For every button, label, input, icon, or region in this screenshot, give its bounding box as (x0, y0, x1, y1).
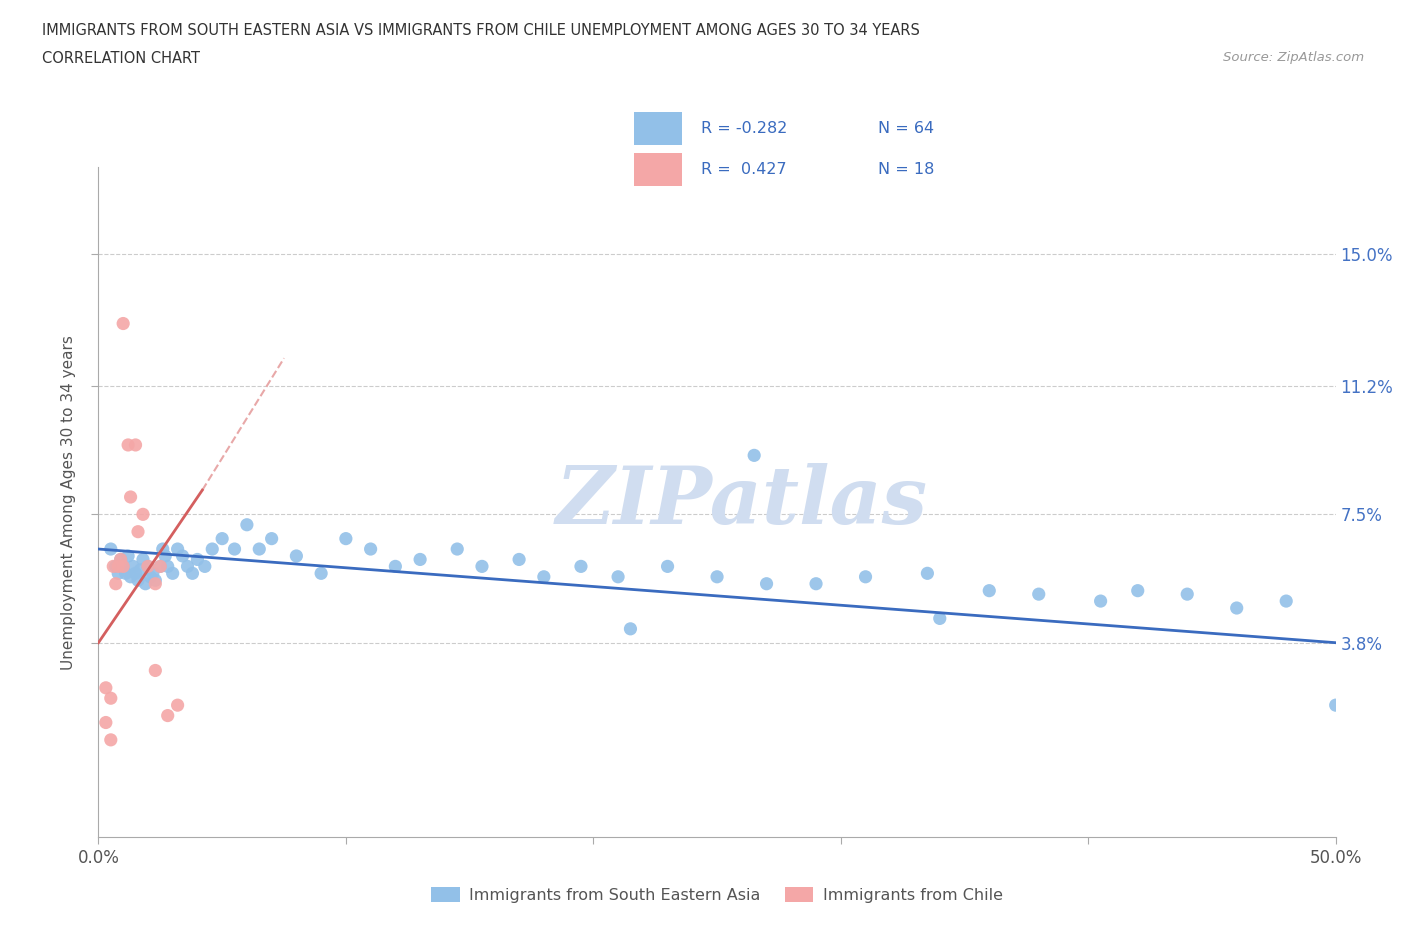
Point (657, 559, 679, 574)
Point (928, 611, 950, 626)
Text: Source: ZipAtlas.com: Source: ZipAtlas.com (1223, 51, 1364, 64)
Point (94, 715, 117, 730)
Point (112, 559, 135, 574)
Point (285, 549, 308, 564)
Point (569, 559, 592, 574)
Text: R =  0.427: R = 0.427 (702, 162, 787, 177)
Point (112, 559, 135, 574)
Point (1226, 601, 1249, 616)
Point (114, 565, 136, 580)
Point (149, 559, 172, 574)
Point (112, 316, 135, 331)
Point (143, 663, 166, 678)
Point (155, 549, 177, 564)
Point (236, 517, 259, 532)
Point (120, 489, 142, 504)
Point (755, 577, 778, 591)
Point (409, 552, 432, 567)
Point (149, 559, 172, 574)
Point (181, 565, 204, 580)
Point (979, 583, 1001, 598)
Point (103, 559, 125, 574)
Point (142, 565, 165, 580)
Point (247, 541, 270, 556)
Point (855, 569, 877, 584)
Point (194, 559, 217, 574)
Point (607, 569, 630, 584)
Point (104, 577, 127, 591)
Point (360, 541, 382, 556)
Text: N = 18: N = 18 (879, 162, 935, 177)
Point (533, 569, 555, 584)
Point (100, 733, 122, 748)
Point (917, 565, 939, 580)
Point (742, 448, 765, 463)
Point (706, 569, 728, 584)
Point (1275, 593, 1298, 608)
Point (172, 549, 194, 564)
Point (166, 698, 188, 712)
Legend: Immigrants from South Eastern Asia, Immigrants from Chile: Immigrants from South Eastern Asia, Immi… (425, 881, 1010, 910)
Point (1324, 698, 1347, 712)
Y-axis label: Unemployment Among Ages 30 to 34 years: Unemployment Among Ages 30 to 34 years (60, 335, 76, 670)
Point (107, 565, 129, 580)
Point (156, 708, 179, 723)
Point (94, 681, 117, 696)
Point (176, 559, 198, 574)
Point (127, 573, 149, 588)
Point (132, 552, 155, 567)
Point (122, 559, 145, 574)
Point (156, 559, 179, 574)
Point (1175, 587, 1198, 602)
Point (384, 559, 406, 574)
Point (143, 577, 166, 591)
Point (508, 552, 530, 567)
Text: CORRELATION CHART: CORRELATION CHART (42, 51, 200, 66)
Point (110, 552, 132, 567)
Point (132, 507, 155, 522)
Point (129, 563, 152, 578)
Point (120, 569, 142, 584)
Point (201, 541, 224, 556)
Point (139, 569, 162, 584)
Point (335, 531, 357, 546)
Point (162, 565, 184, 580)
Point (166, 541, 188, 556)
Point (1126, 583, 1149, 598)
Point (211, 531, 233, 546)
Point (127, 525, 149, 539)
Point (152, 541, 174, 556)
Point (260, 531, 283, 546)
Point (1090, 593, 1112, 608)
Text: R = -0.282: R = -0.282 (702, 121, 787, 136)
Point (143, 573, 166, 588)
FancyBboxPatch shape (634, 112, 682, 145)
Point (107, 559, 129, 574)
Point (117, 549, 139, 564)
Point (100, 541, 122, 556)
Point (124, 437, 146, 452)
Text: N = 64: N = 64 (879, 121, 935, 136)
Point (309, 565, 332, 580)
Point (619, 621, 641, 636)
Point (134, 577, 156, 591)
Point (117, 437, 139, 452)
Point (136, 559, 159, 574)
Point (224, 541, 246, 556)
Point (186, 552, 208, 567)
Point (136, 559, 159, 574)
Point (110, 552, 132, 567)
FancyBboxPatch shape (634, 153, 682, 186)
Point (471, 559, 494, 574)
Text: ZIPatlas: ZIPatlas (555, 463, 928, 541)
Point (104, 559, 127, 574)
Point (804, 577, 827, 591)
Point (446, 541, 468, 556)
Point (100, 691, 122, 706)
Point (124, 565, 146, 580)
Point (1028, 587, 1050, 602)
Text: IMMIGRANTS FROM SOUTH EASTERN ASIA VS IMMIGRANTS FROM CHILE UNEMPLOYMENT AMONG A: IMMIGRANTS FROM SOUTH EASTERN ASIA VS IM… (42, 23, 920, 38)
